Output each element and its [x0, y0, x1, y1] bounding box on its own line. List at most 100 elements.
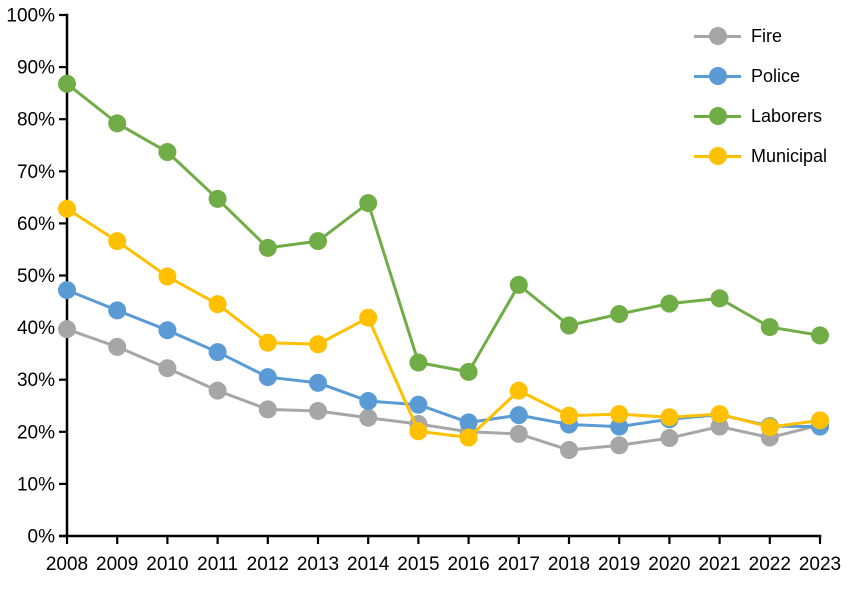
data-point-police-2015 [409, 395, 428, 414]
data-point-municipal-2014 [359, 308, 378, 327]
data-point-fire-2011 [208, 381, 227, 400]
data-point-laborers-2014 [359, 194, 378, 213]
y-axis-label: 80% [17, 110, 55, 131]
data-point-fire-2013 [309, 401, 327, 420]
data-point-laborers-2018 [560, 316, 578, 335]
y-axis-label: 10% [17, 474, 55, 495]
data-point-municipal-2015 [409, 422, 428, 441]
x-axis-label: 2013 [297, 554, 339, 575]
x-axis-label: 2014 [347, 554, 390, 575]
data-point-municipal-2017 [509, 381, 528, 400]
data-point-fire-2010 [158, 359, 177, 378]
data-point-laborers-2013 [309, 232, 327, 251]
legend-label-laborers: Laborers [751, 105, 823, 126]
data-point-municipal-2019 [610, 405, 629, 424]
data-point-laborers-2020 [660, 294, 679, 313]
data-point-laborers-2011 [208, 189, 227, 208]
x-axis-label: 2009 [96, 554, 138, 575]
series-line-fire [65, 327, 822, 452]
legend-marker-icon [694, 27, 741, 45]
data-point-fire-2009 [108, 337, 127, 356]
legend-marker-icon [694, 67, 741, 85]
data-point-police-2016 [459, 413, 478, 432]
x-axis-label: 2019 [598, 554, 640, 575]
data-point-laborers-2012 [258, 238, 277, 257]
data-point-laborers-2023 [811, 326, 829, 345]
data-point-municipal-2022 [760, 418, 779, 437]
data-point-laborers-2022 [760, 318, 779, 337]
data-point-laborers-2016 [459, 362, 478, 381]
data-point-municipal-2011 [208, 295, 227, 314]
legend-marker-icon [694, 107, 741, 125]
data-point-laborers-2010 [158, 143, 177, 162]
data-point-fire-2018 [560, 441, 578, 460]
data-point-police-2010 [158, 321, 177, 340]
x-axis-label: 2010 [146, 554, 188, 575]
x-axis-label: 2011 [197, 554, 238, 575]
y-axis-label: 40% [17, 318, 55, 339]
x-axis-label: 2018 [548, 554, 590, 575]
data-point-police-2013 [309, 373, 327, 392]
data-point-fire-2019 [610, 436, 629, 455]
data-point-fire-2012 [258, 400, 277, 419]
data-point-municipal-2016 [459, 428, 478, 447]
y-axis-label: 50% [17, 266, 55, 287]
y-axis-label: 90% [17, 58, 55, 79]
data-point-police-2017 [509, 406, 528, 425]
x-axis-label: 2016 [447, 554, 489, 575]
data-point-police-2014 [359, 392, 378, 411]
data-point-fire-2017 [509, 424, 528, 443]
y-axis-label: 70% [17, 162, 55, 183]
data-point-police-2008 [58, 281, 76, 300]
y-axis-label: 20% [17, 422, 55, 443]
x-axis-label: 2020 [648, 554, 690, 575]
data-point-fire-2014 [359, 408, 378, 427]
data-point-municipal-2018 [560, 406, 578, 425]
data-point-laborers-2015 [409, 353, 428, 372]
x-axis-label: 2017 [498, 554, 540, 575]
data-point-fire-2020 [660, 429, 679, 448]
legend-marker-icon [694, 147, 741, 165]
data-point-fire-2008 [58, 320, 76, 339]
legend-item-laborers: Laborers [694, 96, 827, 136]
legend-item-police: Police [694, 56, 827, 96]
data-point-laborers-2021 [710, 289, 729, 308]
series-line-police [65, 288, 822, 429]
x-axis-label: 2008 [46, 554, 88, 575]
data-point-municipal-2008 [58, 199, 76, 218]
data-point-laborers-2009 [108, 114, 127, 133]
legend-item-fire: Fire [694, 16, 827, 56]
data-point-municipal-2010 [158, 267, 177, 286]
chart-legend: Fire Police Laborers Municipal [694, 16, 827, 176]
x-axis-label: 2023 [799, 554, 841, 575]
x-axis-label: 2012 [247, 554, 289, 575]
data-point-police-2011 [208, 343, 227, 362]
series-line-municipal [65, 207, 822, 440]
data-point-municipal-2021 [710, 405, 729, 424]
x-axis-label: 2022 [749, 554, 791, 575]
y-axis-label: 60% [17, 214, 55, 235]
x-axis-label: 2021 [698, 554, 740, 575]
y-axis-label: 0% [28, 527, 56, 548]
data-point-police-2009 [108, 301, 127, 320]
series-line-laborers [65, 82, 822, 374]
legend-label-municipal: Municipal [751, 145, 828, 166]
data-point-police-2012 [258, 368, 277, 387]
data-point-police-2019 [610, 417, 629, 436]
legend-label-police: Police [751, 65, 801, 86]
data-point-laborers-2017 [509, 275, 528, 294]
data-point-municipal-2009 [108, 232, 127, 251]
data-point-laborers-2008 [58, 74, 76, 93]
data-point-municipal-2023 [811, 411, 829, 430]
legend-item-municipal: Municipal [694, 136, 827, 176]
data-point-municipal-2020 [660, 408, 679, 427]
x-axis-label: 2015 [397, 554, 439, 575]
data-point-laborers-2019 [610, 305, 629, 324]
data-point-municipal-2013 [309, 335, 327, 354]
legend-label-fire: Fire [751, 25, 782, 46]
y-axis-label: 30% [17, 370, 55, 391]
y-axis-label: 100% [6, 6, 55, 27]
data-point-municipal-2012 [258, 333, 277, 352]
